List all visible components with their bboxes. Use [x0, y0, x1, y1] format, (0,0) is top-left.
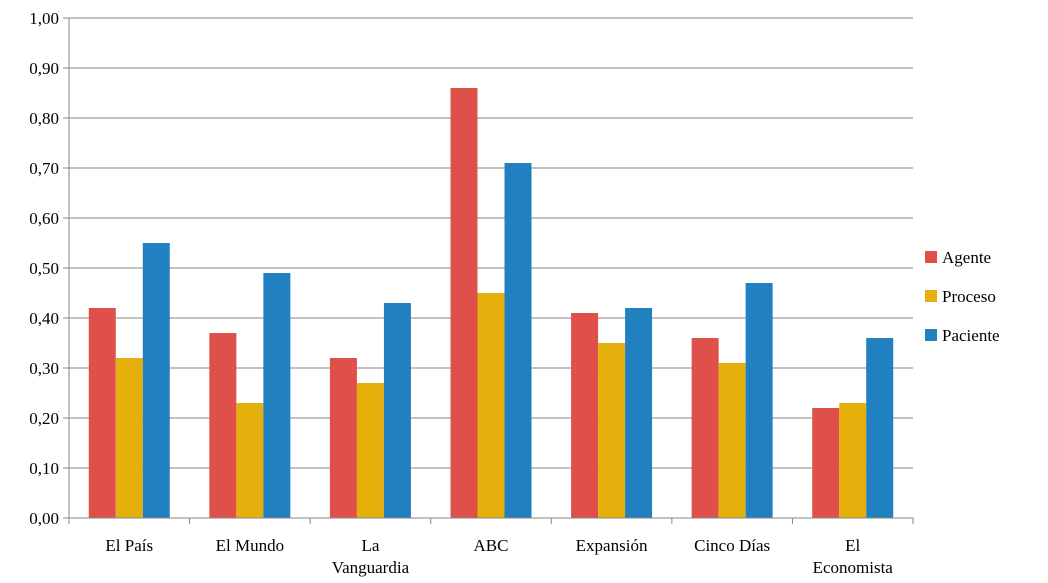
- bar-paciente: [263, 273, 291, 518]
- x-tick-label: El País: [105, 536, 153, 555]
- y-tick-label: 0,80: [29, 109, 59, 128]
- bar-agente: [450, 88, 478, 518]
- legend: Agente Proceso Paciente: [925, 248, 1000, 345]
- x-tick-label: El Mundo: [216, 536, 284, 555]
- bar-agente: [88, 308, 116, 518]
- x-tick-label: Cinco Días: [694, 536, 770, 555]
- bar-proceso: [477, 293, 505, 518]
- x-tick-label-line: Vanguardia: [332, 558, 410, 577]
- y-tick-label: 0,10: [29, 459, 59, 478]
- bar-proceso: [718, 363, 746, 518]
- bar-paciente: [866, 338, 894, 518]
- x-tick-label-line: Economista: [813, 558, 894, 577]
- bar-agente: [329, 358, 357, 518]
- y-tick-label: 0,90: [29, 59, 59, 78]
- bar-proceso: [356, 383, 384, 518]
- legend-label-agente: Agente: [942, 248, 991, 267]
- axes: [63, 17, 914, 524]
- x-tick-label: ABC: [474, 536, 509, 555]
- y-tick-label: 1,00: [29, 9, 59, 28]
- bar-paciente: [383, 303, 411, 518]
- y-tick-label: 0,50: [29, 259, 59, 278]
- x-tick-label-line: ABC: [474, 536, 509, 555]
- x-tick-label-line: El País: [105, 536, 153, 555]
- bar-paciente: [745, 283, 773, 518]
- y-tick-label: 0,30: [29, 359, 59, 378]
- bar-proceso: [839, 403, 867, 518]
- x-tick-label: La Vanguardia: [332, 536, 410, 577]
- x-tick-label-line: El Mundo: [216, 536, 284, 555]
- y-tick-label: 0,60: [29, 209, 59, 228]
- bar-proceso: [598, 343, 626, 518]
- y-tick-label: 0,40: [29, 309, 59, 328]
- bar-paciente: [142, 243, 170, 518]
- y-axis-ticks: 0,00 0,10 0,20 0,30 0,40 0,50 0,60 0,70 0,80 0,90…: [29, 9, 59, 528]
- bar-agente: [812, 408, 840, 518]
- x-tick-label: Expansión: [576, 536, 648, 555]
- x-tick-label: El Economista: [813, 536, 894, 577]
- legend-label-paciente: Paciente: [942, 326, 1000, 345]
- bar-paciente: [504, 163, 532, 518]
- legend-label-proceso: Proceso: [942, 287, 996, 306]
- legend-swatch-paciente: [925, 329, 937, 341]
- x-tick-label-line: Expansión: [576, 536, 648, 555]
- x-tick-label-line: El: [845, 536, 860, 555]
- y-tick-label: 0,70: [29, 159, 59, 178]
- bar-agente: [209, 333, 237, 518]
- bar-agente: [571, 313, 599, 518]
- legend-swatch-agente: [925, 251, 937, 263]
- legend-swatch-proceso: [925, 290, 937, 302]
- x-axis-ticks: El País El Mundo La Vanguardia ABC Expansión C…: [105, 536, 893, 577]
- bars: [88, 88, 894, 518]
- bar-proceso: [236, 403, 264, 518]
- y-tick-label: 0,20: [29, 409, 59, 428]
- bar-agente: [691, 338, 719, 518]
- bar-paciente: [625, 308, 653, 518]
- x-tick-label-line: Cinco Días: [694, 536, 770, 555]
- x-tick-label-line: La: [361, 536, 379, 555]
- y-tick-label: 0,00: [29, 509, 59, 528]
- bar-proceso: [115, 358, 143, 518]
